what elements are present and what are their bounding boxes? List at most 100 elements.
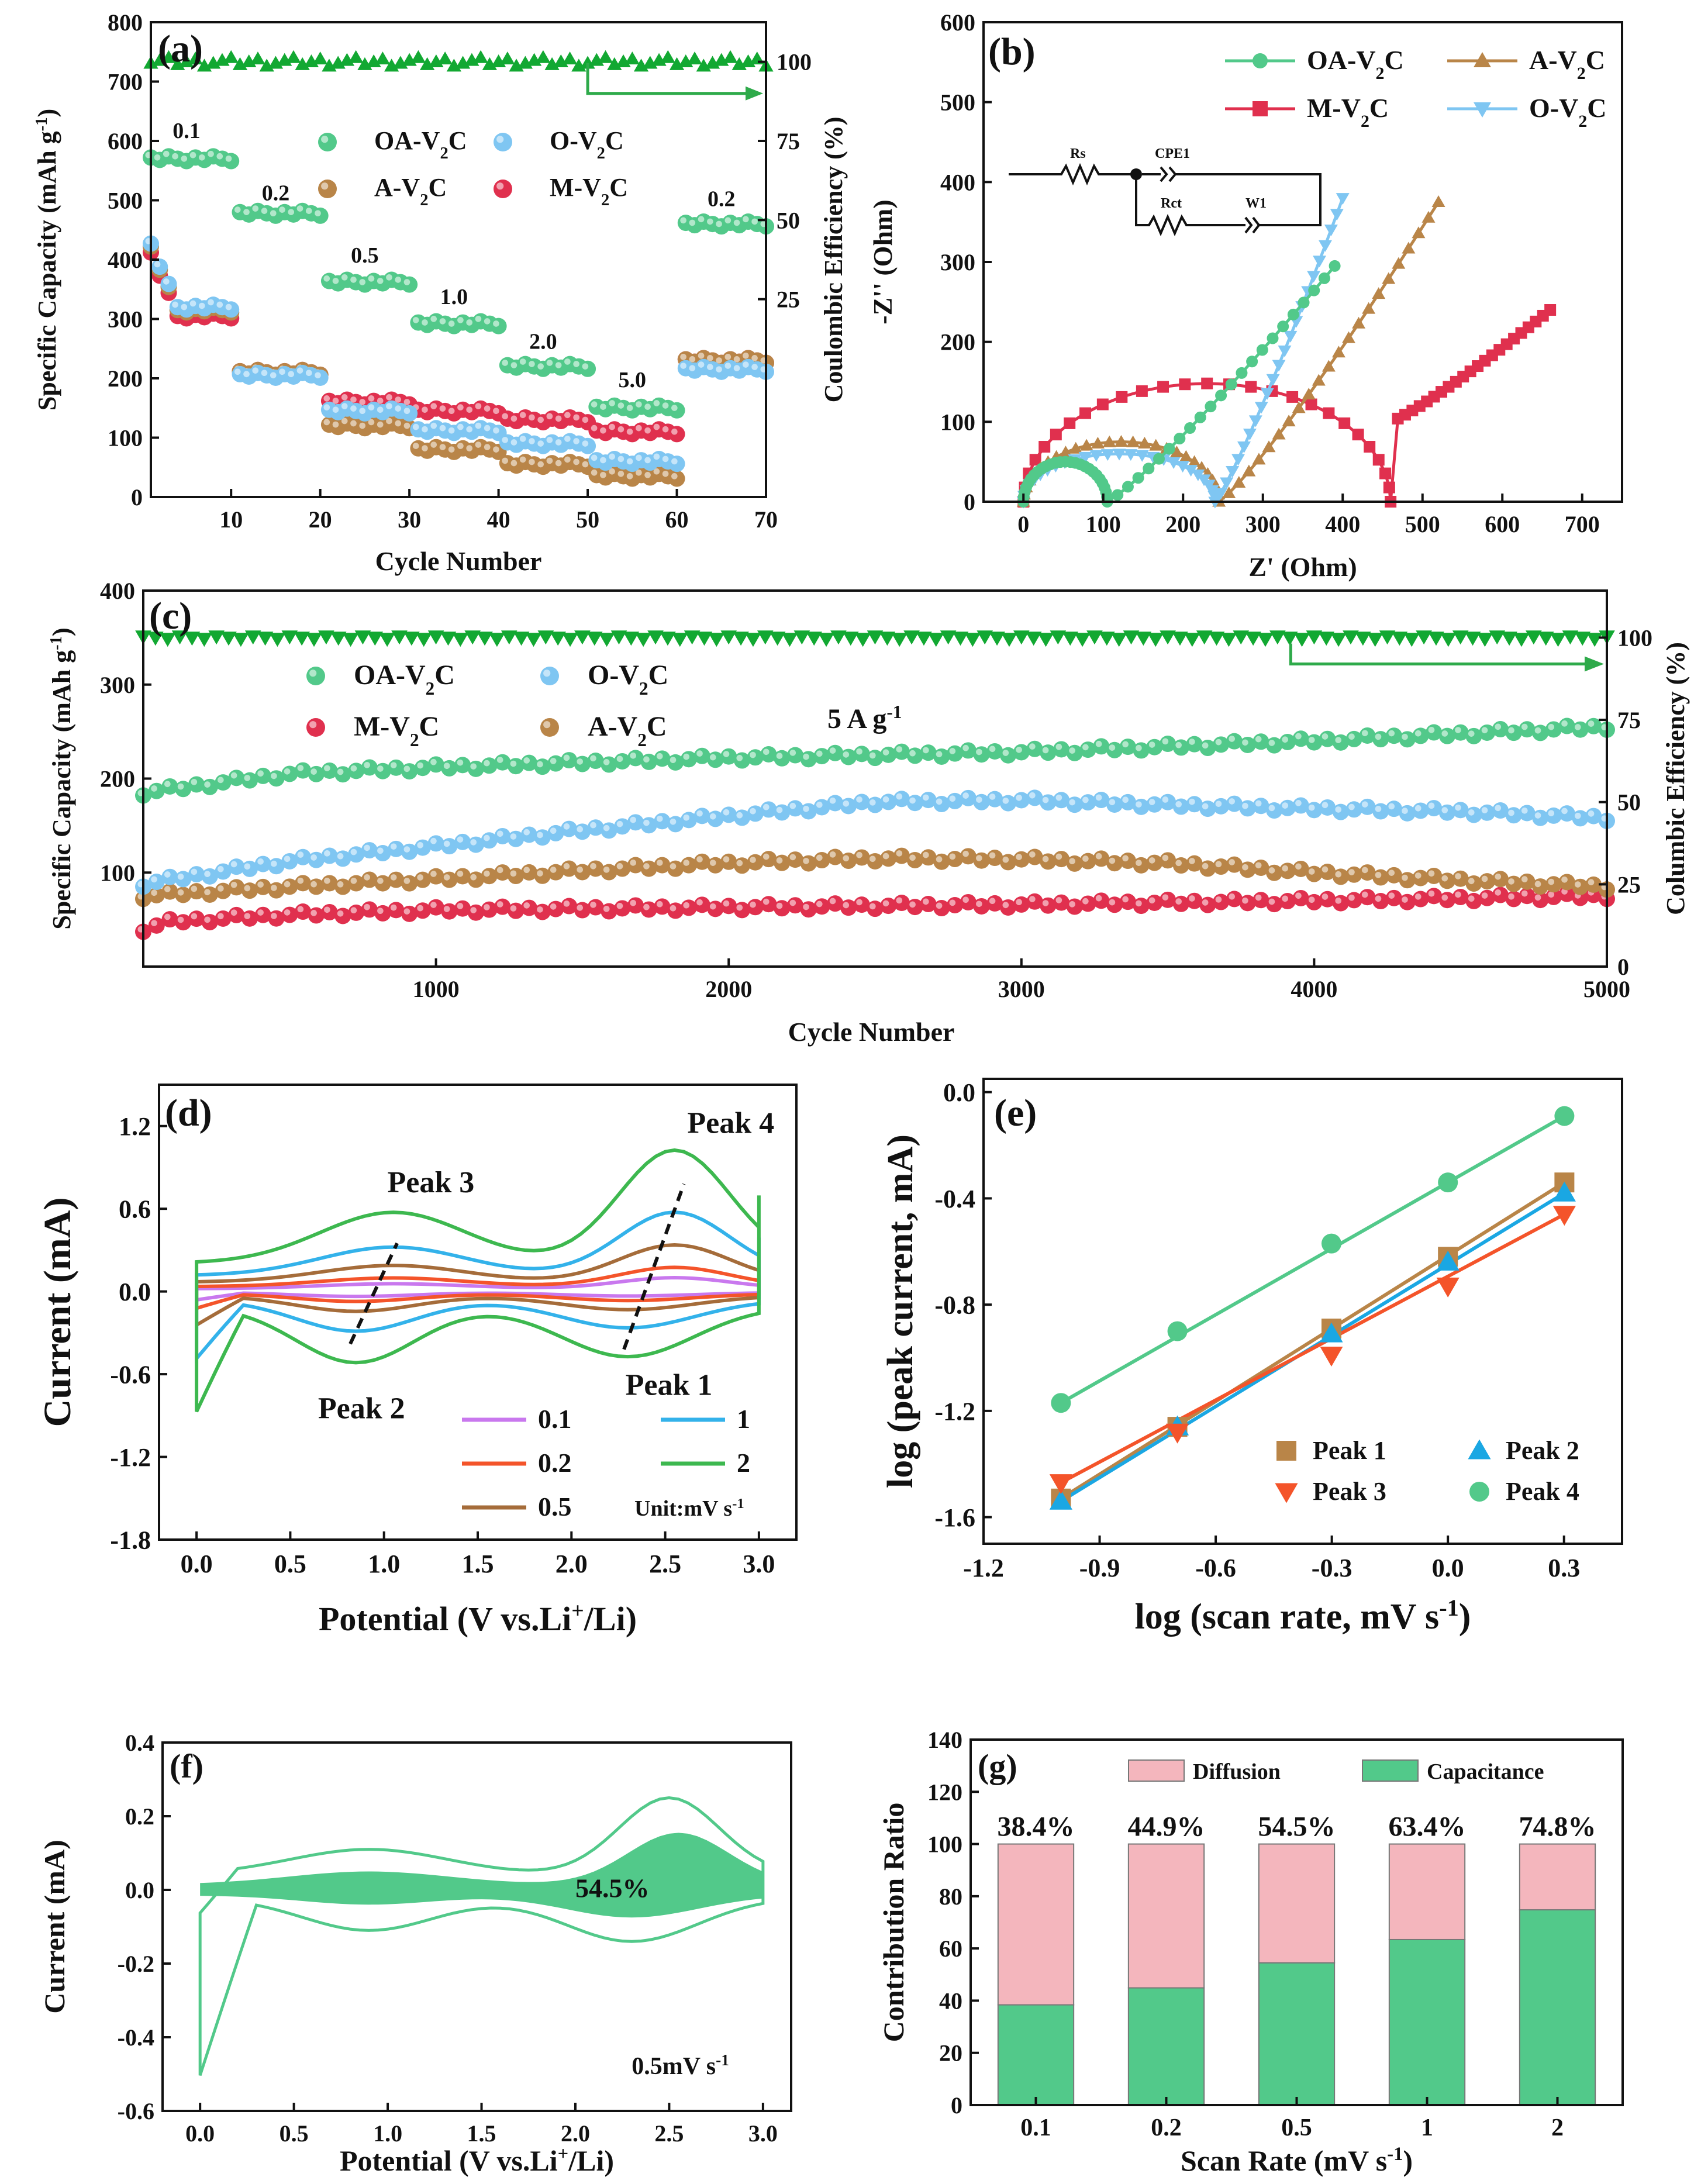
text-part: O-V <box>550 126 597 155</box>
point-O <box>401 405 418 422</box>
marker-highlight <box>430 758 437 765</box>
point-A <box>1372 287 1386 299</box>
marker-highlight <box>496 830 503 837</box>
ce-marker <box>1001 633 1017 647</box>
marker-highlight <box>1202 899 1209 906</box>
marker-highlight <box>689 219 696 226</box>
marker-highlight <box>257 770 264 777</box>
point-A <box>1306 865 1323 882</box>
marker-highlight <box>457 759 464 766</box>
ce-marker <box>769 632 786 646</box>
rate-label: 5.0 <box>619 368 647 392</box>
point-A <box>215 882 232 899</box>
point-OA <box>720 748 737 765</box>
marker-highlight <box>564 412 571 419</box>
point-O <box>188 866 205 883</box>
point-M <box>587 899 604 916</box>
ce-marker <box>354 630 371 645</box>
point-OA <box>427 756 444 773</box>
marker-highlight <box>1136 744 1142 751</box>
marker-highlight <box>683 860 690 866</box>
point-OA <box>201 778 218 795</box>
marker-highlight <box>279 206 285 213</box>
marker-highlight <box>1348 733 1355 740</box>
plot-frame-e <box>982 1078 1623 1545</box>
marker-highlight <box>1361 801 1368 808</box>
text-part: C <box>1587 93 1606 123</box>
point-peak-4 <box>1554 1106 1575 1126</box>
marker-highlight <box>724 363 732 369</box>
marker-highlight <box>422 406 428 413</box>
text-part: 2 <box>1376 64 1385 83</box>
point-OA <box>1213 736 1230 753</box>
y-tick-label: 200 <box>100 766 135 792</box>
point-M <box>880 898 897 915</box>
x-tick-label: 0.5 <box>274 1550 306 1578</box>
marker-highlight <box>882 900 889 907</box>
text-part: -1 <box>47 636 65 650</box>
marker-highlight <box>1069 799 1075 806</box>
point-M <box>893 895 910 912</box>
point-M <box>693 896 710 913</box>
marker-highlight <box>724 217 732 224</box>
ce-marker <box>1391 632 1408 646</box>
marker-highlight <box>1109 744 1116 751</box>
marker-highlight <box>457 903 464 909</box>
point-A <box>1106 855 1123 872</box>
marker-highlight <box>644 471 651 478</box>
point-OA <box>268 770 285 787</box>
marker-highlight <box>1095 740 1102 747</box>
marker-highlight <box>430 871 437 877</box>
marker-highlight <box>1361 891 1368 898</box>
text-part: M-V <box>354 711 410 742</box>
marker-highlight <box>1122 896 1129 903</box>
point-A <box>1438 872 1455 889</box>
point-M <box>1053 894 1070 911</box>
point-O <box>640 817 657 834</box>
marker-highlight <box>1481 892 1488 899</box>
ce-marker <box>233 633 249 647</box>
panel-label-f: (f) <box>170 1747 203 1785</box>
marker-highlight <box>341 418 348 425</box>
panel-label-d: (d) <box>165 1092 212 1134</box>
point-O <box>1260 388 1274 400</box>
point-OA <box>1572 721 1589 738</box>
text-part: 2 <box>410 730 419 750</box>
marker-highlight <box>882 796 889 803</box>
text-part: C <box>648 660 669 691</box>
marker-highlight <box>470 907 477 913</box>
marker-highlight <box>829 851 836 858</box>
point-OA <box>1292 730 1309 747</box>
point-A <box>1352 316 1366 329</box>
point-O <box>1237 441 1251 453</box>
marker-highlight <box>443 874 450 881</box>
point-M <box>1119 893 1136 910</box>
point-OA <box>1277 320 1289 333</box>
point-O <box>1283 330 1298 343</box>
point-A <box>1146 854 1163 871</box>
point-O <box>579 437 596 454</box>
y-tick-label: 0.0 <box>943 1078 975 1107</box>
point-M <box>1532 892 1549 909</box>
marker-highlight <box>869 903 876 910</box>
marker-highlight <box>662 470 669 477</box>
point-O <box>1266 802 1283 819</box>
marker-highlight <box>616 755 623 762</box>
point-OA <box>1532 724 1549 741</box>
marker-highlight <box>1561 876 1568 883</box>
point-OA <box>321 762 338 779</box>
marker-highlight <box>1016 899 1022 906</box>
marker-highlight <box>1268 898 1275 905</box>
marker-highlight <box>321 182 329 190</box>
marker-highlight <box>323 419 330 426</box>
point-OA <box>1133 742 1150 759</box>
point-M <box>668 426 685 443</box>
marker-highlight <box>856 851 862 858</box>
marker-highlight <box>1148 857 1155 864</box>
point-OA <box>467 760 484 777</box>
marker-highlight <box>377 908 384 915</box>
marker-highlight <box>412 443 419 449</box>
marker-highlight <box>680 363 686 369</box>
point-OA <box>414 760 431 777</box>
point-O <box>175 871 192 888</box>
